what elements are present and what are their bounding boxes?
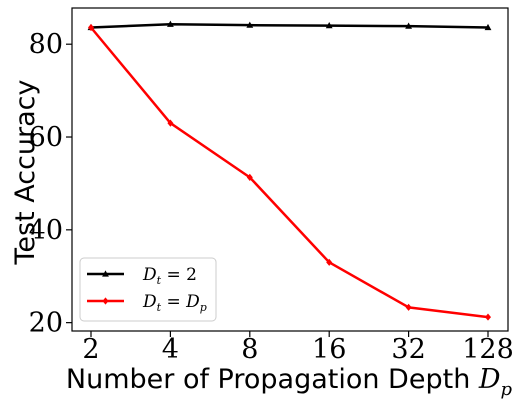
y-tick-label: 60: [29, 122, 63, 153]
series-line: [90, 26, 489, 319]
data-point: [405, 303, 412, 311]
x-tick-label: 128: [462, 334, 514, 365]
x-tick-label: 8: [241, 334, 258, 365]
data-point: [485, 313, 491, 321]
legend-item: Dt = 2: [87, 265, 197, 287]
y-tick-label: 20: [29, 308, 63, 339]
legend-label: Dt = Dp: [142, 292, 207, 314]
legend-items: Dt = 2 Dt = Dp: [87, 265, 207, 314]
x-axis-label-subscript: p: [501, 379, 513, 400]
x-tick-label: 16: [312, 334, 346, 365]
legend-marker: [102, 270, 109, 277]
x-axis-ticks: 2 4 8 16 32 128: [82, 331, 514, 365]
y-axis-label: Test Accuracy: [10, 79, 41, 265]
data-point: [167, 119, 174, 127]
legend-label: Dt = 2: [142, 265, 197, 287]
data-point: [246, 173, 253, 181]
series-line: [90, 22, 489, 29]
x-axis-label: Number of Propagation Depth Dp: [66, 364, 513, 400]
data-point: [88, 23, 94, 32]
y-tick-label: 80: [29, 29, 63, 60]
data-point: [326, 258, 333, 266]
data-point: [167, 20, 174, 27]
legend-marker: [102, 297, 109, 305]
legend-item: Dt = Dp: [87, 292, 207, 314]
x-tick-label: 4: [162, 334, 179, 365]
series-1: [88, 23, 491, 321]
data-point: [405, 22, 412, 29]
x-axis-label-symbol: D: [478, 364, 501, 395]
series-layer: [87, 20, 492, 321]
x-tick-label: 32: [391, 334, 425, 365]
x-tick-label: 2: [82, 334, 99, 365]
data-point: [246, 21, 254, 28]
data-point: [484, 23, 492, 31]
data-point: [325, 22, 333, 29]
x-axis-label-text: Number of Propagation Depth: [66, 364, 479, 395]
y-tick-label: 40: [29, 215, 63, 246]
y-axis-ticks: 20 40 60 80: [29, 29, 72, 339]
series-0: [87, 20, 492, 31]
legend: Dt = 2 Dt = Dp: [79, 257, 217, 322]
